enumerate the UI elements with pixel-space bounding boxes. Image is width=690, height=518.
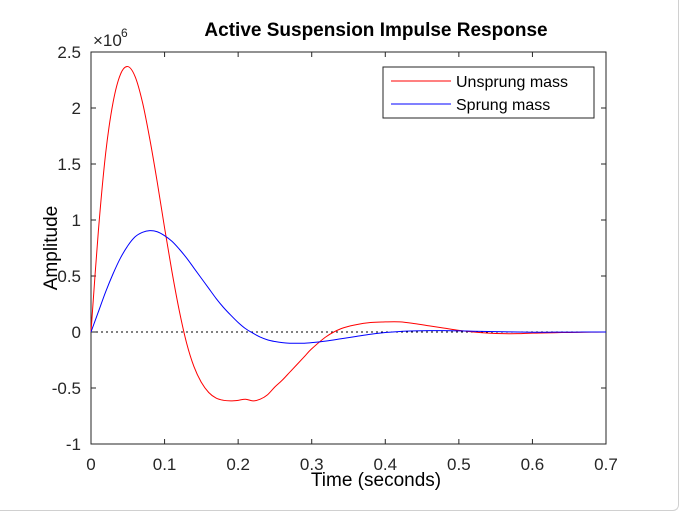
x-tick-label: 0.4 — [373, 455, 397, 474]
y-tick-label: 2 — [72, 99, 81, 118]
x-tick-label: 0.5 — [447, 455, 471, 474]
legend: Unsprung mass Sprung mass — [382, 66, 595, 119]
x-tick-label: 0.2 — [226, 455, 250, 474]
x-axis-ticks: 0 0.1 0.2 0.3 0.4 0.5 0.6 0.7 — [86, 52, 618, 474]
y-tick-label: 1 — [72, 211, 81, 230]
legend-label-sprung-mass: Sprung mass — [456, 97, 550, 114]
y-tick-label: 0 — [72, 323, 81, 342]
x-tick-label: 0.7 — [594, 455, 618, 474]
series-lines — [90, 66, 607, 402]
y-exponent-base: ×10 — [93, 31, 122, 50]
x-axis-label: Time (seconds) — [311, 470, 441, 491]
y-tick-label: 2.5 — [57, 43, 81, 62]
chart-title: Active Suspension Impulse Response — [204, 20, 547, 41]
series-line-unsprung-mass — [90, 66, 607, 402]
y-tick-label: -1 — [66, 435, 81, 454]
y-tick-label: -0.5 — [52, 379, 81, 398]
series-line-sprung-mass — [90, 230, 607, 344]
y-tick-label: 1.5 — [57, 155, 81, 174]
legend-label-unsprung-mass: Unsprung mass — [456, 74, 568, 91]
legend-box — [382, 66, 595, 119]
x-tick-label: 0 — [86, 455, 95, 474]
x-tick-label: 0.6 — [521, 455, 545, 474]
x-tick-label: 0.3 — [300, 455, 324, 474]
y-tick-label: 0.5 — [57, 267, 81, 286]
y-axis-ticks: -1 -0.5 0 0.5 1 1.5 2 2.5 — [52, 43, 606, 454]
y-exponent-power: 6 — [121, 26, 128, 40]
x-tick-label: 0.1 — [153, 455, 177, 474]
y-axis-label: Amplitude — [41, 206, 62, 291]
